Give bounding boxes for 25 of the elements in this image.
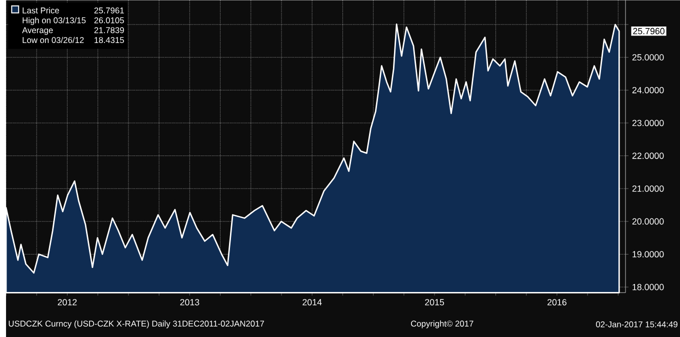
x-tick-label: 2012 <box>58 298 77 306</box>
annotation: 18.4315 <box>94 36 124 43</box>
annotation: 25.7960 <box>633 28 664 34</box>
y-tick-label: 24.0000 <box>632 86 664 94</box>
y-tick-label: 25.0000 <box>632 54 664 60</box>
y-tick-label: 23.0000 <box>632 120 664 126</box>
text: USDCZK Curncy (USD-CZK X-RATE) Daily 31DEC2011-02JAN2017 <box>8 320 264 328</box>
annotation: 21.7839 <box>94 27 124 34</box>
annotation: Average <box>22 27 53 35</box>
x-tick-label: 2014 <box>302 298 322 306</box>
y-tick-label: 18.0000 <box>632 284 664 290</box>
legend-label: Last Price <box>22 7 60 14</box>
y-tick-label: 20.0000 <box>632 218 664 224</box>
text: Copyright© 2017 <box>411 320 474 328</box>
x-tick-label: 2013 <box>180 298 200 306</box>
x-tick-label: 2015 <box>425 298 444 306</box>
annotation: High on 03/13/15 <box>22 17 86 25</box>
annotation: 26.0105 <box>94 17 124 24</box>
y-tick-label: 19.0000 <box>632 250 664 258</box>
y-tick-label: 22.0000 <box>632 152 664 159</box>
text: 02-Jan-2017 15:44:49 <box>596 321 678 328</box>
annotation: Low on 03/26/12 <box>22 36 84 43</box>
y-tick-label: 21.0000 <box>632 185 664 192</box>
annotation: 25.7961 <box>94 7 124 14</box>
x-tick-label: 2016 <box>548 298 566 306</box>
